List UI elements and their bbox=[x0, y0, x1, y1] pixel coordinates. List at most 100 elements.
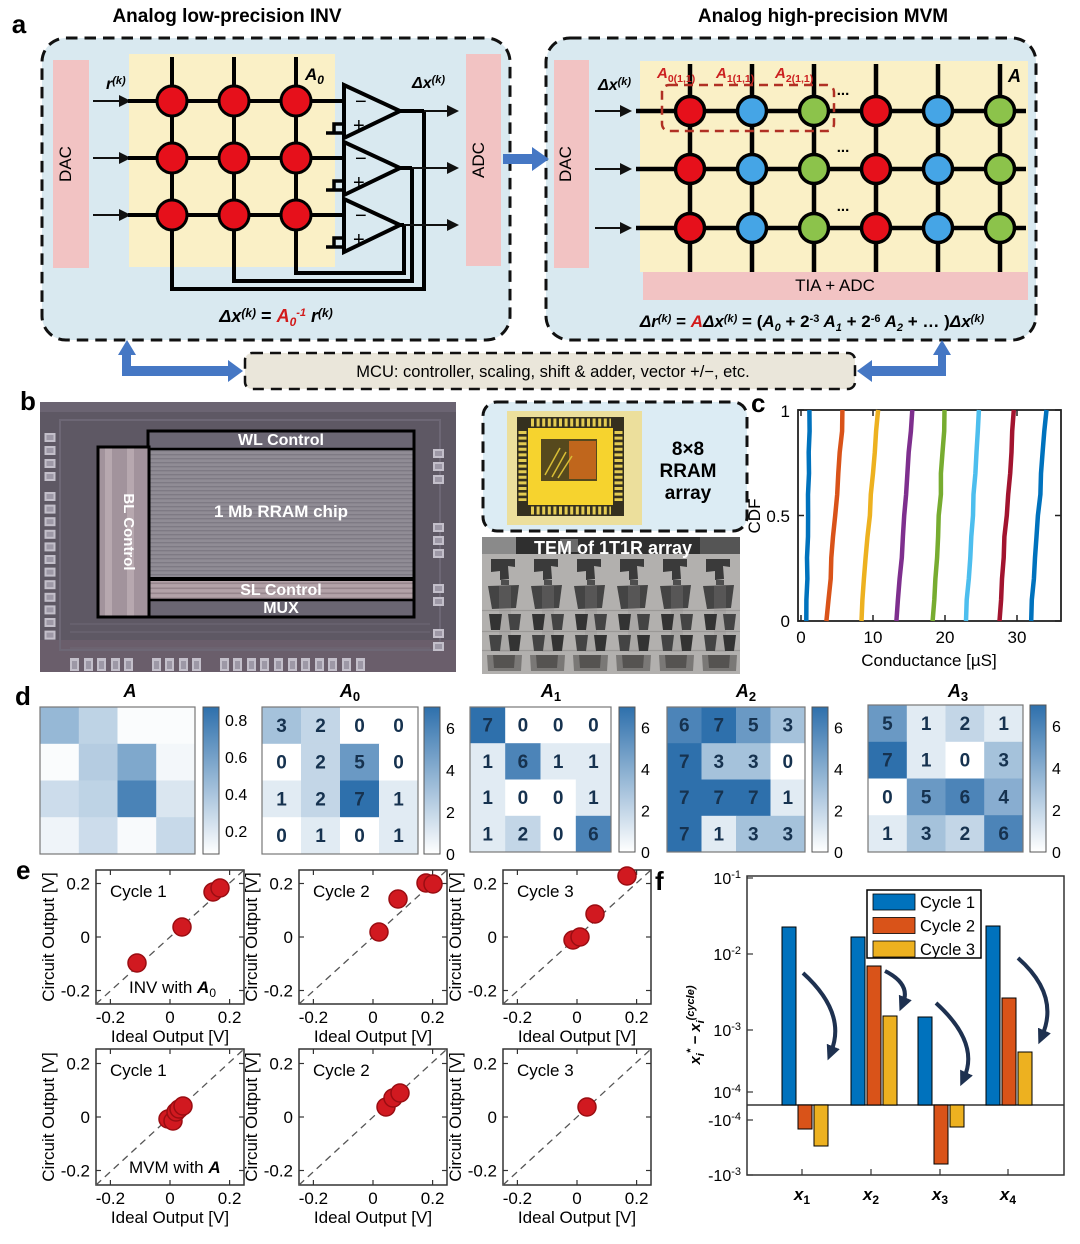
svg-text:0: 0 bbox=[276, 826, 287, 847]
svg-text:A1(1,1): A1(1,1) bbox=[715, 65, 754, 85]
svg-text:0.2: 0.2 bbox=[218, 1008, 242, 1027]
svg-text:Ideal Output [V]: Ideal Output [V] bbox=[111, 1027, 229, 1046]
svg-text:...: ... bbox=[837, 82, 850, 99]
svg-text:3: 3 bbox=[782, 824, 793, 845]
svg-text:0.2: 0.2 bbox=[421, 1189, 445, 1208]
svg-text:0: 0 bbox=[284, 928, 293, 947]
svg-text:0: 0 bbox=[368, 1189, 377, 1208]
svg-text:Cycle 2: Cycle 2 bbox=[313, 882, 370, 901]
svg-text:3: 3 bbox=[998, 751, 1009, 772]
svg-text:array: array bbox=[665, 483, 712, 504]
svg-text:3: 3 bbox=[276, 716, 287, 737]
svg-text:2: 2 bbox=[446, 805, 455, 822]
svg-text:5: 5 bbox=[921, 787, 932, 808]
svg-text:0: 0 bbox=[284, 1108, 293, 1127]
svg-text:0.2: 0.2 bbox=[225, 824, 247, 841]
svg-text:0: 0 bbox=[1052, 845, 1061, 862]
svg-text:−: − bbox=[355, 91, 367, 113]
svg-text:0: 0 bbox=[165, 1008, 174, 1027]
svg-text:Δx(k) = A0-1 r(k): Δx(k) = A0-1 r(k) bbox=[218, 306, 332, 329]
svg-text:0: 0 bbox=[488, 928, 497, 947]
svg-text:0: 0 bbox=[834, 845, 843, 862]
svg-text:3: 3 bbox=[748, 824, 759, 845]
svg-text:6: 6 bbox=[679, 716, 690, 737]
svg-text:0: 0 bbox=[572, 1008, 581, 1027]
svg-text:Circuit Output [V]: Circuit Output [V] bbox=[242, 1052, 261, 1181]
svg-text:0: 0 bbox=[165, 1189, 174, 1208]
svg-text:0: 0 bbox=[641, 845, 650, 862]
svg-text:4: 4 bbox=[641, 762, 650, 779]
svg-text:5: 5 bbox=[354, 753, 365, 774]
svg-text:1: 1 bbox=[553, 752, 564, 773]
svg-text:7: 7 bbox=[748, 788, 759, 809]
svg-text:0.2: 0.2 bbox=[473, 1055, 497, 1074]
svg-text:0.2: 0.2 bbox=[269, 1055, 293, 1074]
svg-text:2: 2 bbox=[834, 804, 843, 821]
svg-text:7: 7 bbox=[713, 716, 724, 737]
svg-text:2: 2 bbox=[315, 789, 326, 810]
svg-text:...: ... bbox=[837, 198, 850, 215]
svg-text:0: 0 bbox=[81, 928, 90, 947]
svg-text:−: − bbox=[355, 205, 367, 227]
svg-text:A: A bbox=[123, 681, 137, 701]
svg-text:Cycle 3: Cycle 3 bbox=[517, 882, 574, 901]
svg-text:0: 0 bbox=[553, 716, 564, 737]
svg-text:Ideal Output [V]: Ideal Output [V] bbox=[518, 1208, 636, 1227]
svg-text:0: 0 bbox=[354, 826, 365, 847]
svg-text:6: 6 bbox=[960, 787, 971, 808]
svg-text:6: 6 bbox=[588, 824, 599, 845]
svg-text:Circuit Output [V]: Circuit Output [V] bbox=[39, 872, 58, 1001]
svg-text:+: + bbox=[353, 115, 365, 137]
svg-text:0: 0 bbox=[446, 847, 455, 864]
svg-text:CDF: CDF bbox=[745, 499, 764, 534]
svg-text:-0.2: -0.2 bbox=[503, 1189, 532, 1208]
svg-text:0.2: 0.2 bbox=[66, 1055, 90, 1074]
svg-text:MUX: MUX bbox=[263, 600, 299, 617]
svg-text:8×8: 8×8 bbox=[672, 439, 704, 460]
svg-text:6: 6 bbox=[641, 721, 650, 738]
svg-text:7: 7 bbox=[354, 789, 365, 810]
svg-text:1: 1 bbox=[276, 789, 287, 810]
svg-text:0: 0 bbox=[588, 716, 599, 737]
svg-text:TEM of 1T1R array: TEM of 1T1R array bbox=[534, 538, 692, 558]
svg-text:1: 1 bbox=[588, 752, 599, 773]
svg-text:1: 1 bbox=[713, 824, 724, 845]
svg-text:-0.2: -0.2 bbox=[468, 1162, 497, 1181]
svg-text:7: 7 bbox=[713, 788, 724, 809]
svg-text:-0.2: -0.2 bbox=[96, 1189, 125, 1208]
svg-text:ADC: ADC bbox=[469, 142, 488, 178]
svg-text:Circuit Output [V]: Circuit Output [V] bbox=[39, 1052, 58, 1181]
svg-text:2: 2 bbox=[641, 804, 650, 821]
svg-text:0.2: 0.2 bbox=[218, 1189, 242, 1208]
svg-text:...: ... bbox=[837, 139, 850, 156]
svg-text:0.2: 0.2 bbox=[473, 875, 497, 894]
svg-text:2: 2 bbox=[1052, 803, 1061, 820]
svg-text:f: f bbox=[655, 866, 664, 896]
svg-text:4: 4 bbox=[834, 762, 843, 779]
svg-text:+: + bbox=[353, 229, 365, 251]
svg-text:0.5: 0.5 bbox=[766, 507, 790, 526]
svg-text:Cycle 2: Cycle 2 bbox=[313, 1061, 370, 1080]
svg-text:Circuit Output [V]: Circuit Output [V] bbox=[446, 872, 465, 1001]
svg-text:7: 7 bbox=[482, 716, 493, 737]
svg-text:0: 0 bbox=[553, 824, 564, 845]
svg-text:0: 0 bbox=[276, 753, 287, 774]
svg-text:30: 30 bbox=[1008, 628, 1027, 647]
svg-text:5: 5 bbox=[882, 714, 893, 735]
svg-text:1: 1 bbox=[588, 788, 599, 809]
svg-text:2: 2 bbox=[960, 824, 971, 845]
svg-text:0: 0 bbox=[393, 753, 404, 774]
svg-text:1: 1 bbox=[782, 788, 793, 809]
svg-text:Cycle 1: Cycle 1 bbox=[110, 882, 167, 901]
svg-text:6: 6 bbox=[834, 721, 843, 738]
svg-text:0: 0 bbox=[354, 716, 365, 737]
svg-text:-0.2: -0.2 bbox=[468, 982, 497, 1001]
svg-text:BL Control: BL Control bbox=[120, 493, 137, 570]
svg-text:a: a bbox=[12, 9, 27, 39]
svg-text:DAC: DAC bbox=[56, 146, 75, 182]
svg-text:1: 1 bbox=[921, 751, 932, 772]
svg-text:Analog low-precision INV: Analog low-precision INV bbox=[112, 6, 341, 27]
svg-text:RRAM: RRAM bbox=[660, 461, 717, 482]
svg-text:1: 1 bbox=[482, 824, 493, 845]
svg-text:0: 0 bbox=[393, 716, 404, 737]
